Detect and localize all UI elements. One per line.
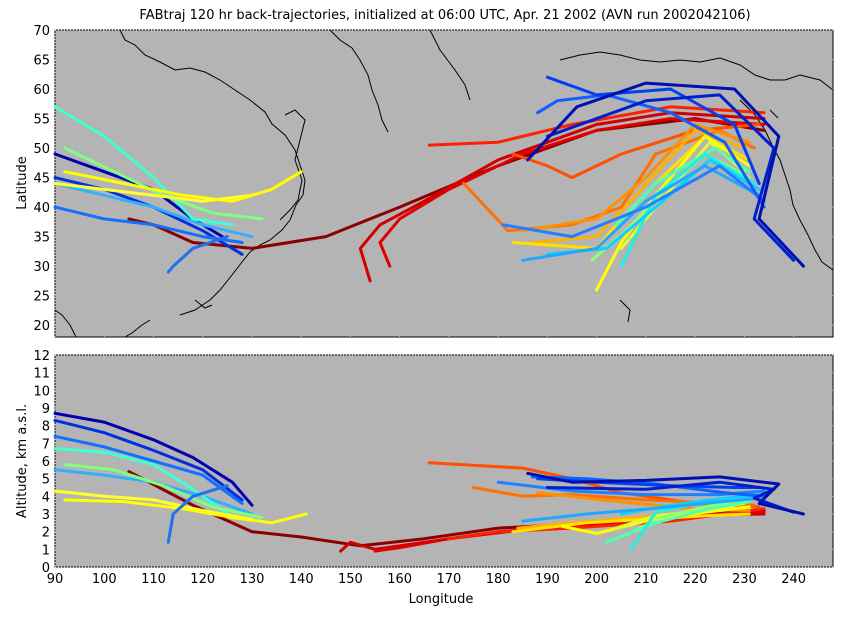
- x-tick-label: 100: [92, 572, 117, 587]
- altitude-y-tick-label: 10: [33, 384, 50, 399]
- x-axis-label: Longitude: [409, 592, 474, 607]
- altitude-y-tick-label: 3: [42, 508, 50, 523]
- map-trajectory-16: [501, 164, 766, 239]
- x-tick-label: 140: [289, 572, 314, 587]
- map-trajectory-6: [521, 123, 751, 233]
- map-y-tick-label: 35: [33, 231, 50, 246]
- map-trajectory-15: [521, 164, 761, 262]
- x-tick-label: 130: [240, 572, 265, 587]
- x-tick-label: 200: [584, 572, 609, 587]
- altitude-trajectory-12: [605, 500, 751, 544]
- altitude-y-tick-label: 2: [42, 526, 50, 541]
- map-trajectory-5: [462, 128, 756, 233]
- altitude-trajectory-22: [53, 418, 244, 502]
- altitude-y-tick-label: 0: [42, 561, 50, 576]
- map-y-tick-label: 30: [33, 260, 50, 275]
- altitude-trajectory-9: [560, 505, 751, 535]
- map-trajectory-28: [63, 170, 303, 203]
- altitude-trajectory-26: [63, 463, 264, 519]
- x-tick-label: 210: [633, 572, 658, 587]
- map-trajectory-1: [358, 111, 766, 283]
- map-y-tick-label: 55: [33, 113, 50, 128]
- altitude-trajectory-28: [63, 498, 308, 525]
- altitude-trajectory-27: [53, 489, 254, 521]
- map-y-tick-label: 25: [33, 290, 50, 305]
- map-y-tick-label: 70: [33, 24, 50, 39]
- x-tick-label: 240: [781, 572, 806, 587]
- x-tick-label: 190: [535, 572, 560, 587]
- altitude-y-tick-label: 1: [42, 543, 50, 558]
- map-y-tick-label: 65: [33, 54, 50, 69]
- altitude-trajectory-29: [166, 484, 229, 544]
- altitude-trajectory-20: [526, 471, 805, 516]
- map-trajectory-20: [526, 81, 805, 268]
- map-trajectory-13: [619, 152, 756, 268]
- map-y-tick-label: 40: [33, 201, 50, 216]
- map-trajectory-25: [53, 105, 234, 227]
- x-tick-label: 170: [437, 572, 462, 587]
- chart-title: FABtraj 120 hr back-trajectories, initia…: [139, 8, 750, 23]
- altitude-y-tick-label: 7: [42, 437, 50, 452]
- map-y-ticks: 20 25 30 35 40 45 50 55 60 65 70: [33, 24, 50, 334]
- map-trajectory-0: [127, 117, 766, 250]
- map-trajectory-23: [53, 205, 244, 244]
- x-tick-label: 220: [683, 572, 708, 587]
- map-plot-area: [54, 29, 834, 338]
- x-tick-label: 160: [387, 572, 412, 587]
- altitude-trajectory-15: [521, 496, 761, 523]
- altitude-y-tick-label: 9: [42, 402, 50, 417]
- altitude-trajectory-23: [53, 434, 244, 505]
- map-trajectory-18: [545, 75, 761, 185]
- altitude-y-tick-label: 11: [33, 367, 50, 382]
- altitude-y-axis-label: Altitude, km a.s.l.: [15, 404, 30, 518]
- map-y-tick-label: 20: [33, 319, 50, 334]
- map-trajectories: [53, 75, 805, 292]
- map-trajectory-19: [545, 93, 796, 262]
- altitude-y-tick-label: 5: [42, 473, 50, 488]
- map-trajectory-2: [378, 117, 766, 268]
- map-trajectory-3: [427, 105, 766, 147]
- map-y-tick-label: 50: [33, 142, 50, 157]
- altitude-y-tick-label: 4: [42, 490, 50, 505]
- x-tick-label: 230: [732, 572, 757, 587]
- map-y-tick-label: 60: [33, 83, 50, 98]
- map-y-tick-label: 45: [33, 172, 50, 187]
- map-y-axis-label: Latitude: [15, 156, 30, 210]
- altitude-trajectories: [53, 411, 805, 553]
- altitude-y-tick-label: 12: [33, 349, 50, 364]
- x-tick-label: 150: [338, 572, 363, 587]
- x-tick-label: 180: [486, 572, 511, 587]
- x-tick-label: 110: [141, 572, 166, 587]
- altitude-y-tick-label: 8: [42, 420, 50, 435]
- altitude-trajectory-25: [53, 447, 234, 519]
- altitude-x-ticks: 90 100 110 120 130 140 150 160 170 180 190 200 210 22…: [47, 572, 806, 587]
- map-panel: 20 25 30 35 40 45 50 55 60 65 70 Latitude: [15, 24, 834, 338]
- map-trajectory-29: [166, 235, 229, 274]
- x-tick-label: 120: [190, 572, 215, 587]
- altitude-trajectory-21: [53, 411, 254, 507]
- map-trajectory-12: [614, 146, 751, 227]
- x-tick-label: 90: [47, 572, 64, 587]
- altitude-y-tick-label: 6: [42, 455, 50, 470]
- map-trajectory-24: [53, 182, 254, 239]
- altitude-grid: [54, 354, 833, 568]
